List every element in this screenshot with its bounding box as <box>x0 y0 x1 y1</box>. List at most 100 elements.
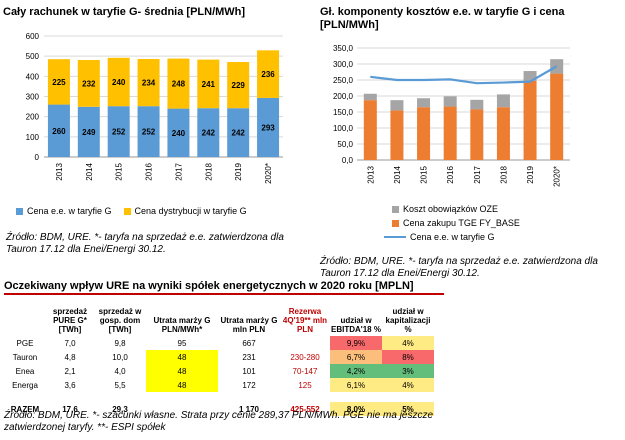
table-row: Enea 2,1 4,0 48 101 70-147 4,2% 3% <box>4 364 434 378</box>
left-legend: Cena e.e. w taryfie G Cena dystrybucji w… <box>16 206 247 216</box>
cell-kap: 4% <box>382 336 434 350</box>
right-bar-tge <box>363 100 377 160</box>
right-chart: 0,0 50,0 100,0 150,0 200,0 250,0 300,0 350,0 201… <box>333 44 570 187</box>
cell-ebitda: 4,2% <box>330 364 382 378</box>
left-data-label: 234 <box>142 79 156 88</box>
left-bar-price <box>107 106 130 157</box>
header-ebitda: udział w EBITDA'18 % <box>331 316 381 334</box>
left-x-tick: 2015 <box>115 162 124 180</box>
right-bar-tge <box>523 80 537 160</box>
table-spacer <box>4 392 434 402</box>
right-bar-tge <box>443 106 457 160</box>
right-bar-tge <box>470 109 484 160</box>
right-y-tick: 100,0 <box>333 124 354 133</box>
header-marza-pln: Utrata marży G PLN/MWh* <box>153 316 211 334</box>
left-bar-distribution <box>257 50 280 98</box>
cell-pure: 3,6 <box>64 380 76 390</box>
left-data-label: 293 <box>261 123 275 132</box>
cell-kap: 3% <box>382 364 434 378</box>
left-data-label: 252 <box>112 128 126 137</box>
right-bar-tge <box>417 107 431 160</box>
left-y-tick: 100 <box>26 133 40 142</box>
cell-rezerwa: 230-280 <box>290 352 320 362</box>
left-bar-distribution <box>107 57 130 107</box>
left-data-label: 242 <box>232 129 246 138</box>
cell-rezerwa <box>280 336 330 350</box>
cell-gosp: 5,5 <box>114 380 126 390</box>
left-bar-price <box>47 104 70 157</box>
left-bar-distribution <box>47 59 70 105</box>
left-bar-price <box>197 108 220 157</box>
right-bar-oze <box>363 93 377 101</box>
left-chart-source: Źródło: BDM, URE. *- taryfa na sprzedaż … <box>6 232 284 255</box>
cell-pure: 17,6 <box>62 404 78 414</box>
left-x-tick: 2014 <box>85 162 94 180</box>
cell-name: Enea <box>15 366 35 376</box>
header-marza-mln: Utrata marży G mln PLN <box>220 316 278 334</box>
cell-ebitda: 6,7% <box>330 350 382 364</box>
right-y-tick: 350,0 <box>333 44 354 53</box>
left-bar-price <box>77 106 100 157</box>
right-bar-tge <box>550 73 564 160</box>
header-name <box>4 296 46 336</box>
left-y-tick: 400 <box>26 72 40 81</box>
cell-gosp: 10,0 <box>112 352 128 362</box>
table-title-underline <box>4 293 444 295</box>
right-bar-oze <box>443 96 457 107</box>
legend-swatch-price <box>16 207 23 215</box>
left-y-tick: 500 <box>26 52 40 61</box>
right-x-tick: 2014 <box>393 165 402 183</box>
left-y-tick: 300 <box>26 93 40 102</box>
cell-marza-mln: 231 <box>242 352 256 362</box>
cell-marza-pln: 48 <box>146 364 218 378</box>
right-chart-source: Źródło: BDM, URE. *- taryfa na sprzedaż … <box>320 256 598 279</box>
right-x-tick: 2019 <box>526 165 535 183</box>
cell-kap: 8% <box>382 350 434 364</box>
right-x-tick: 2013 <box>366 165 375 183</box>
table-row: Energa 3,6 5,5 48 172 125 6,1% 4% <box>4 378 434 392</box>
left-data-label: 240 <box>172 129 186 138</box>
left-data-label: 232 <box>82 79 96 88</box>
right-x-tick: 2020* <box>553 166 562 187</box>
right-y-tick: 300,0 <box>333 60 354 69</box>
cell-marza-mln: 172 <box>242 380 256 390</box>
legend-swatch-tge <box>392 219 399 227</box>
cell-name: RAZEM <box>10 404 40 414</box>
table-header-row: sprzedaż PURE G* [TWh] sprzedaż w gosp. … <box>4 296 434 336</box>
right-y-tick: 200,0 <box>333 92 354 101</box>
cell-gosp: 9,8 <box>114 338 126 348</box>
left-bar-distribution <box>77 59 100 107</box>
cell-ebitda: 8,0% <box>330 402 382 416</box>
cell-rezerwa: 425-552 <box>290 404 320 414</box>
right-x-tick: 2017 <box>473 165 482 183</box>
right-bar-oze <box>417 98 431 108</box>
left-data-label: 229 <box>232 81 246 90</box>
left-bar-distribution <box>197 59 220 109</box>
right-legend-label-tge: Cena zakupu TGE FY_BASE <box>403 218 520 228</box>
cell-name: Tauron <box>12 352 38 362</box>
left-data-label: 252 <box>142 128 156 137</box>
header-pure: sprzedaż PURE G* [TWh] <box>52 307 88 334</box>
cell-rezerwa: 125 <box>298 380 312 390</box>
cell-rezerwa: 70-147 <box>292 366 318 376</box>
right-bar-oze <box>496 94 510 108</box>
left-legend-label-price: Cena e.e. w taryfie G <box>27 206 112 216</box>
cell-ebitda: 6,1% <box>330 378 382 392</box>
cell-kap: 4% <box>382 378 434 392</box>
right-y-tick: 250,0 <box>333 76 354 85</box>
left-data-label: 249 <box>82 128 96 137</box>
right-bar-oze <box>523 71 537 81</box>
right-bar-oze <box>470 99 484 110</box>
cell-marza-mln: 101 <box>242 366 256 376</box>
table-total-row: RAZEM 17,6 29,3 1 170 425-552 8,0% 5% <box>4 402 434 416</box>
cell-name: Energa <box>12 380 38 390</box>
header-kap: udział w kapitalizacji % <box>385 307 431 334</box>
right-price-line <box>370 65 558 85</box>
right-x-tick: 2018 <box>499 165 508 183</box>
left-x-tick: 2019 <box>234 162 243 180</box>
cell-pure: 2,1 <box>64 366 76 376</box>
right-legend-price: Cena e.e. w taryfie G <box>384 232 495 242</box>
header-rezerwa: Rezerwa 4Q'19** mln PLN <box>282 307 328 334</box>
left-bar-price <box>257 97 280 157</box>
left-bar-distribution <box>167 58 190 109</box>
